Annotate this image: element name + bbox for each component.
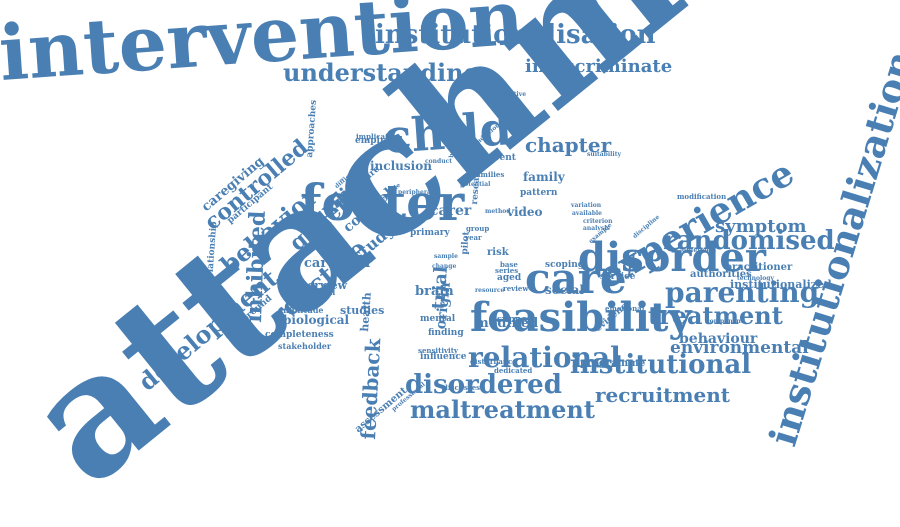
word-sample: sample: [434, 253, 458, 260]
word-potential: potential: [460, 181, 491, 188]
word-criterion: criterion: [583, 218, 613, 225]
word-stakeholder: stakeholder: [278, 341, 332, 351]
word-maltreatment: maltreatment: [410, 395, 595, 424]
word-suboptimal: suboptimal: [285, 287, 336, 297]
word-implication: implication: [356, 132, 401, 141]
word-influence: influence: [420, 352, 467, 362]
word-amplitude: amplitude: [278, 305, 324, 315]
word-discusses: discusses: [443, 383, 481, 392]
word-dedicated: dedicated: [494, 366, 533, 375]
word-parenting: parenting: [665, 276, 820, 309]
word-families: families: [473, 170, 505, 179]
word-feasibility: feasibility: [470, 294, 692, 341]
word-treatment: treatment: [648, 301, 783, 330]
word-family: family: [523, 170, 565, 184]
word-technology: technology: [737, 275, 774, 282]
word-emotional: emotional: [605, 304, 645, 313]
word-peripheral: peripheral: [398, 189, 434, 196]
word-relational: relational: [468, 341, 621, 374]
word-caregiver: caregiver: [304, 256, 373, 271]
word-disorder: disorder: [578, 234, 766, 281]
word-series: series: [495, 266, 519, 275]
word-indiscriminate: indiscriminate: [525, 56, 673, 77]
word-studies: studies: [340, 304, 385, 317]
word-brain: brain: [415, 284, 454, 299]
word-modified: modified: [475, 316, 539, 331]
word-current: current: [478, 153, 516, 163]
word-symptom: symptom: [715, 216, 807, 237]
word-carer: carer: [430, 203, 472, 219]
word-available: available: [572, 210, 602, 217]
word-institutionalized: institutionalized: [730, 278, 832, 291]
word-randomised: randomised: [663, 226, 835, 256]
word-support: support: [497, 315, 537, 325]
word-analysis: analysis: [583, 225, 610, 232]
word-service: service: [600, 272, 636, 282]
word-inclusion: inclusion: [370, 159, 432, 173]
word-scoping: scoping: [545, 260, 585, 270]
word-base: base: [500, 260, 518, 269]
word-change: change: [432, 263, 457, 270]
word-variation: variation: [571, 202, 602, 209]
word-pilot: pilot: [460, 231, 472, 255]
word-health: health: [358, 291, 374, 333]
word-social: social: [545, 283, 584, 297]
word-care: care: [525, 254, 627, 303]
word-component: component: [706, 318, 744, 325]
word-conduct: conduct: [425, 158, 452, 165]
word-completeness: completeness: [265, 330, 334, 340]
word-disturbance: disturbance: [470, 357, 517, 366]
word-aged: aged: [497, 273, 522, 283]
word-difference: difference: [682, 247, 717, 254]
word-foster: foster: [300, 173, 465, 232]
word-environmental: environmental: [670, 338, 809, 358]
word-risk: risk: [487, 247, 509, 258]
word-practitioner: practitioner: [725, 262, 793, 273]
word-year: year: [465, 233, 482, 242]
word-resource: resource: [475, 287, 505, 294]
word-modification: modification: [677, 192, 727, 201]
word-finding: finding: [428, 328, 464, 338]
word-institutionalisation: institutionalisation: [375, 20, 656, 50]
word-chapter: chapter: [525, 133, 612, 157]
word-recruitment: recruitment: [595, 383, 731, 407]
word-mental: mental: [420, 314, 456, 324]
word-behaviour: behaviour: [679, 331, 758, 347]
word-understanding: understanding: [283, 58, 481, 87]
word-review: review: [503, 284, 529, 293]
word-biological: biological: [283, 313, 350, 327]
word-programme: programme: [580, 358, 646, 369]
word-method: method: [485, 208, 511, 215]
word-disordered: disordered: [405, 370, 562, 400]
word-authorities: authorities: [690, 269, 752, 280]
word-pattern: pattern: [520, 188, 558, 198]
word-primary: primary: [410, 228, 450, 238]
word-qualitative: qualitative: [490, 91, 527, 98]
word-group: group: [466, 224, 490, 233]
word-video: video: [507, 205, 543, 219]
word-institutional: institutional: [570, 350, 752, 380]
word-empirical: empirical: [355, 136, 403, 146]
word-sensitivity: sensitivity: [418, 346, 459, 355]
word-interview: interview: [290, 279, 348, 292]
word-suitability: suitability: [587, 151, 621, 158]
